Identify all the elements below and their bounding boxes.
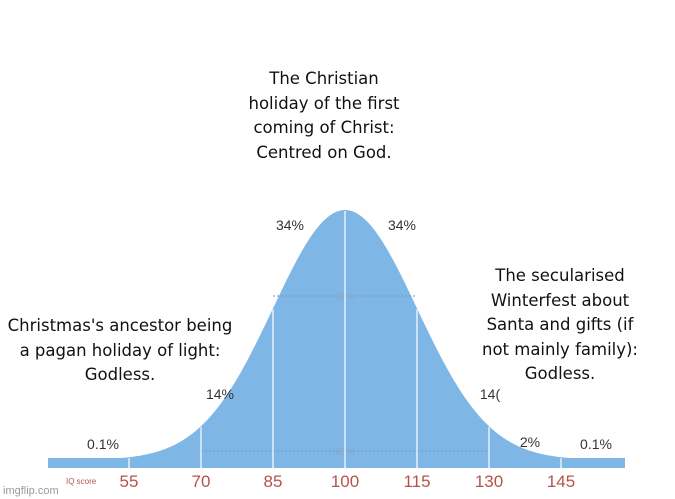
segment-label: 14( (480, 386, 501, 402)
x-tick-label: 85 (264, 472, 283, 491)
segment-label: 34% (388, 217, 416, 233)
caption-right: The secularised Winterfest about Santa a… (481, 266, 638, 383)
x-axis-label: IQ score (66, 477, 97, 486)
x-tick-label: 130 (475, 472, 503, 491)
x-tick-label: 145 (547, 472, 575, 491)
watermark: imgflip.com (3, 485, 59, 497)
x-tick-label: 70 (192, 472, 211, 491)
bell-curve-area (48, 210, 625, 460)
segment-label: 14% (206, 386, 234, 402)
segment-label: 0.1% (580, 436, 612, 452)
segment-label: 34% (276, 217, 304, 233)
segment-label: 0.1% (87, 436, 119, 452)
caption-left: Christmas's ancestor being a pagan holid… (7, 316, 233, 384)
x-tick-label: 100 (331, 472, 359, 491)
baseline-bar (48, 458, 625, 468)
caption-center: The Christian holiday of the first comin… (248, 69, 400, 162)
x-tick-label: 55 (120, 472, 139, 491)
x-tick-label: 115 (403, 472, 430, 491)
segment-label: 2% (520, 434, 540, 450)
